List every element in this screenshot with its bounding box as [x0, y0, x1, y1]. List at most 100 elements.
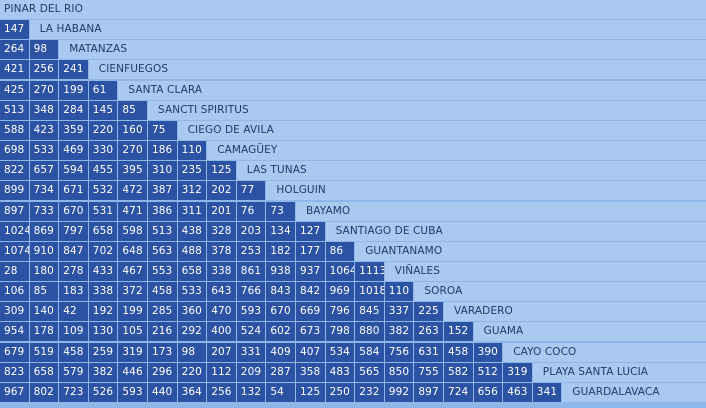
distance-cell: 938 [266, 261, 295, 281]
distance-cell: 173 [148, 342, 177, 362]
city-label: GUARDALAVACA [562, 382, 706, 402]
distance-cell: 471 [118, 201, 147, 221]
distance-cell: 969 [325, 282, 355, 302]
city-label: LAS TUNAS [236, 161, 706, 181]
distance-cell: 534 [325, 342, 355, 362]
distance-cell: 797 [59, 221, 88, 241]
distance-cell: 319 [118, 342, 147, 362]
distance-cell: 382 [384, 322, 414, 342]
distance-cell: 241 [59, 60, 88, 80]
distance-cell: 382 [88, 362, 118, 382]
distance-cell: 216 [148, 322, 177, 342]
distance-cell: 130 [88, 322, 118, 342]
city-label: GUAMA [473, 322, 706, 342]
distance-cell: 823 [0, 362, 29, 382]
distance-cell: 75 [148, 120, 177, 140]
distance-cell: 259 [88, 342, 118, 362]
distance-cell: 526 [88, 382, 118, 402]
distance-cell: 669 [296, 302, 325, 322]
distance-cell: 470 [207, 302, 236, 322]
city-label: PLAYA SANTA LUCIA [532, 362, 706, 382]
distance-cell: 338 [88, 282, 118, 302]
distance-cell: 643 [207, 282, 236, 302]
city-label: VARADERO [444, 302, 706, 322]
distance-cell: 183 [59, 282, 88, 302]
distance-cell: 160 [118, 120, 147, 140]
distance-cell: 598 [118, 221, 147, 241]
distance-cell: 512 [473, 362, 503, 382]
distance-cell: 207 [207, 342, 236, 362]
distance-cell: 407 [296, 342, 325, 362]
distance-cell: 755 [414, 362, 443, 382]
distance-cell: 147 [0, 20, 29, 40]
distance-cell: 565 [355, 362, 384, 382]
distance-cell: 186 [148, 141, 177, 161]
distance-cell: 348 [29, 100, 59, 120]
distance-cell: 270 [29, 80, 59, 100]
city-label: CIENFUEGOS [88, 60, 706, 80]
distance-cell: 182 [266, 241, 295, 261]
distance-cell: 178 [29, 322, 59, 342]
distance-cell: 910 [29, 241, 59, 261]
distance-cell: 702 [88, 241, 118, 261]
distance-cell: 734 [29, 181, 59, 201]
distance-cell: 319 [503, 362, 532, 382]
distance-cell: 292 [177, 322, 207, 342]
distance-cell: 842 [296, 282, 325, 302]
distance-cell: 331 [236, 342, 266, 362]
distance-cell: 61 [88, 80, 118, 100]
distance-cell: 73 [266, 201, 295, 221]
distance-cell: 152 [444, 322, 473, 342]
distance-cell: 386 [148, 201, 177, 221]
distance-cell: 869 [29, 221, 59, 241]
distance-cell: 109 [59, 322, 88, 342]
distance-cell: 967 [0, 382, 29, 402]
distance-cell: 125 [296, 382, 325, 402]
distance-cell: 458 [148, 282, 177, 302]
distance-cell: 278 [59, 261, 88, 281]
distance-cell: 110 [384, 282, 414, 302]
distance-cell: 658 [177, 261, 207, 281]
distance-cell: 209 [236, 362, 266, 382]
distance-cell: 358 [296, 362, 325, 382]
distance-cell: 263 [414, 322, 443, 342]
distance-cell: 582 [444, 362, 473, 382]
city-label: CIEGO DE AVILA [177, 120, 706, 140]
distance-cell: 232 [355, 382, 384, 402]
distance-cell: 698 [0, 141, 29, 161]
distance-cell: 264 [0, 40, 29, 60]
distance-cell: 723 [59, 382, 88, 402]
distance-cell: 235 [177, 161, 207, 181]
distance-cell: 593 [118, 382, 147, 402]
distance-cell: 284 [59, 100, 88, 120]
distance-cell: 203 [236, 221, 266, 241]
distance-cell: 579 [59, 362, 88, 382]
distance-cell: 954 [0, 322, 29, 342]
distance-cell: 724 [444, 382, 473, 402]
distance-cell: 85 [118, 100, 147, 120]
distance-cell: 670 [266, 302, 295, 322]
city-label: BAYAMO [296, 201, 706, 221]
distance-cell: 673 [296, 322, 325, 342]
distance-cell: 593 [236, 302, 266, 322]
distance-cell: 378 [207, 241, 236, 261]
distance-cell: 421 [0, 60, 29, 80]
distance-cell: 472 [118, 181, 147, 201]
city-label: SANTIAGO DE CUBA [325, 221, 706, 241]
distance-cell: 42 [59, 302, 88, 322]
distance-cell: 798 [325, 322, 355, 342]
city-label: CAYO COCO [503, 342, 706, 362]
distance-cell: 256 [29, 60, 59, 80]
distance-cell: 85 [29, 282, 59, 302]
distance-cell: 440 [148, 382, 177, 402]
distance-cell: 309 [0, 302, 29, 322]
distance-cell: 98 [177, 342, 207, 362]
distance-cell: 513 [0, 100, 29, 120]
distance-cell: 364 [177, 382, 207, 402]
distance-cell: 201 [207, 201, 236, 221]
distance-cell: 312 [177, 181, 207, 201]
distance-cell: 733 [29, 201, 59, 221]
distance-cell: 256 [207, 382, 236, 402]
distance-cell: 98 [29, 40, 59, 60]
